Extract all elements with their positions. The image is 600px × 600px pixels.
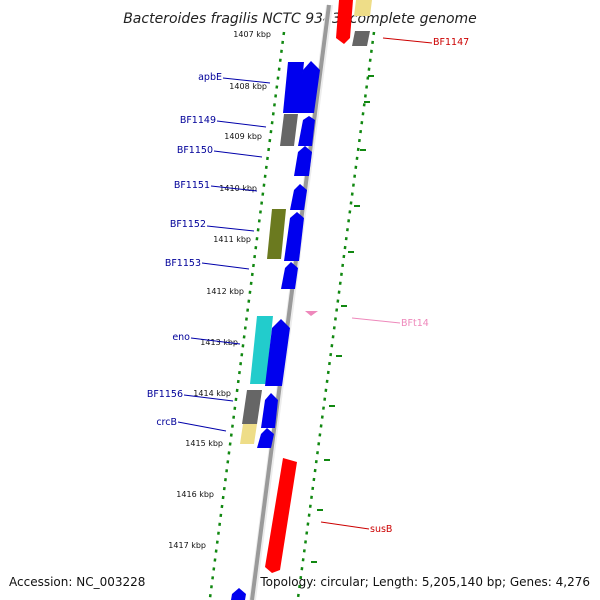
label-BF1152[interactable]: BF1152	[170, 219, 206, 230]
tick-1407: 1407 kbp	[233, 30, 271, 39]
label-BF1156[interactable]: BF1156	[147, 389, 183, 400]
tick-1408: 1408 kbp	[229, 82, 267, 91]
map-title: Bacteroides fragilis NCTC 9343, complete…	[123, 11, 477, 27]
tick-labels: 1407 kbp 1408 kbp 1409 kbp 1410 kbp 1411…	[168, 30, 271, 550]
gene-labels: BF1147 apbE BF1149 BF1150 BF1151 BF1152 …	[147, 37, 469, 535]
feature-BF1149[interactable]	[280, 114, 315, 146]
accession-text: Accession: NC_003228	[9, 575, 145, 589]
backbone	[249, 4, 333, 600]
label-BFt14[interactable]: BFt14	[401, 318, 429, 329]
label-susB[interactable]: susB	[370, 524, 392, 535]
label-crcB[interactable]: crcB	[156, 417, 177, 428]
feature-BF1150[interactable]	[294, 146, 312, 176]
leader-lines	[177, 37, 433, 530]
tick-1411: 1411 kbp	[213, 235, 251, 244]
feature-BFt14[interactable]	[305, 311, 318, 316]
feature-BF1147[interactable]	[336, 0, 372, 46]
label-BF1151[interactable]: BF1151	[174, 180, 210, 191]
feature-susB[interactable]	[265, 458, 297, 573]
feature-BF1151[interactable]	[290, 184, 307, 210]
label-eno[interactable]: eno	[172, 332, 190, 343]
label-BF1147[interactable]: BF1147	[433, 37, 469, 48]
feature-BF1156[interactable]	[242, 390, 278, 428]
feature-BF1153[interactable]	[281, 262, 298, 289]
label-BF1149[interactable]: BF1149	[180, 115, 216, 126]
tick-1414: 1414 kbp	[193, 389, 231, 398]
feature-bottom-partial[interactable]	[231, 588, 246, 600]
label-BF1150[interactable]: BF1150	[177, 145, 213, 156]
feature-crcB[interactable]	[240, 424, 274, 448]
genome-summary-text: Topology: circular; Length: 5,205,140 bp…	[259, 575, 590, 589]
feature-eno[interactable]	[250, 316, 290, 386]
tick-1415: 1415 kbp	[185, 439, 223, 448]
right-track-ticks	[311, 75, 374, 563]
feature-apbE[interactable]	[283, 61, 320, 113]
tick-1413: 1413 kbp	[200, 338, 238, 347]
tick-1412: 1412 kbp	[206, 287, 244, 296]
label-BF1153[interactable]: BF1153	[165, 258, 201, 269]
feature-BF1152[interactable]	[267, 209, 304, 261]
label-apbE[interactable]: apbE	[198, 72, 222, 83]
tick-1416: 1416 kbp	[176, 490, 214, 499]
tick-1409: 1409 kbp	[224, 132, 262, 141]
tick-1417: 1417 kbp	[168, 541, 206, 550]
